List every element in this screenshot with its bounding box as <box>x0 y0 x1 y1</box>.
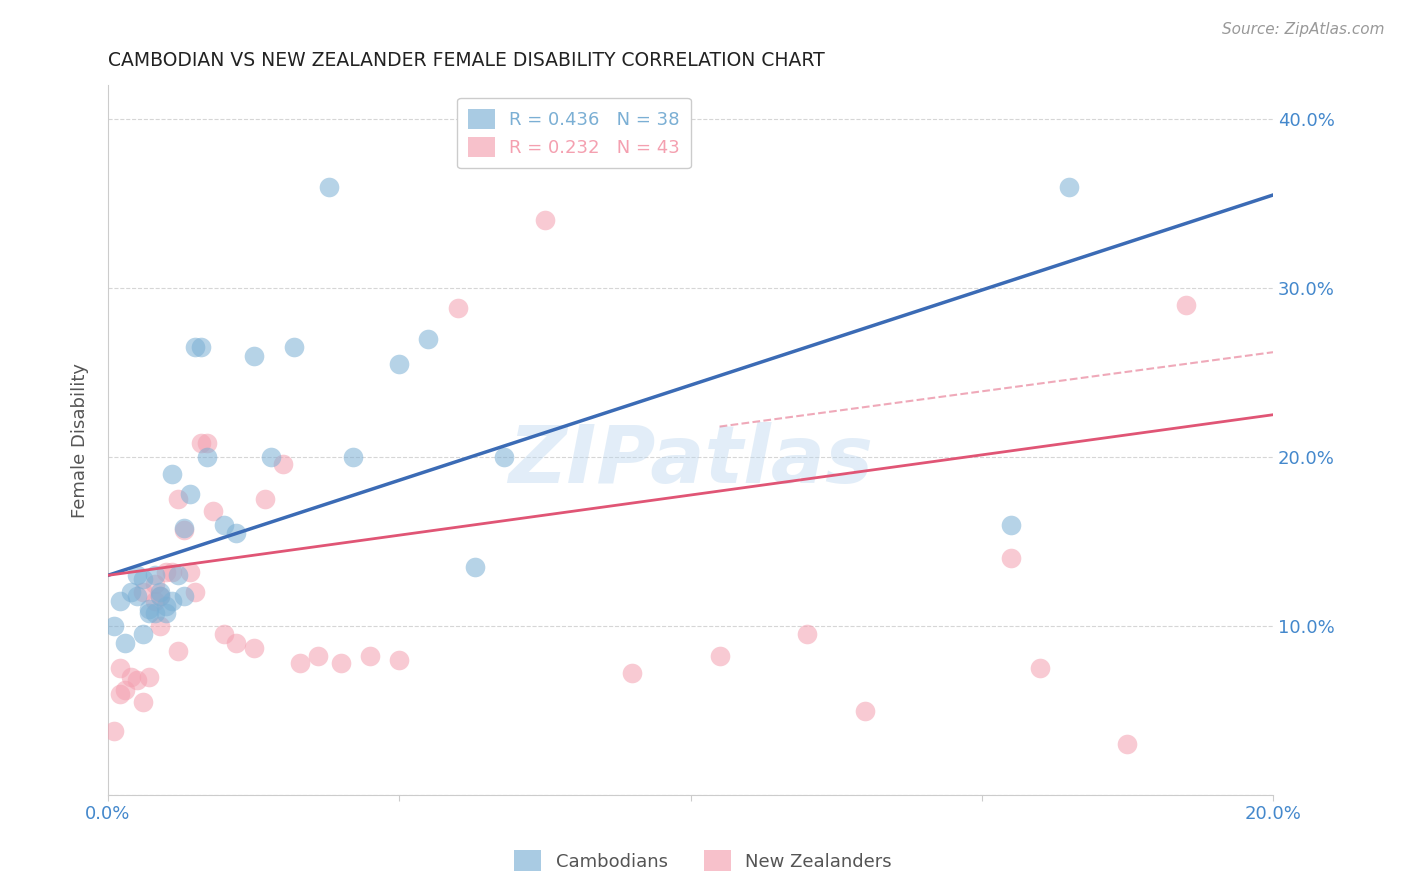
Point <box>195 450 218 464</box>
Point <box>534 213 557 227</box>
Point <box>138 670 160 684</box>
Point <box>1174 298 1197 312</box>
Point <box>290 657 312 671</box>
Point <box>167 568 190 582</box>
Point <box>149 589 172 603</box>
Legend: R = 0.436   N = 38, R = 0.232   N = 43: R = 0.436 N = 38, R = 0.232 N = 43 <box>457 98 690 169</box>
Point <box>132 695 155 709</box>
Point <box>138 602 160 616</box>
Point <box>330 657 353 671</box>
Point <box>1116 737 1139 751</box>
Point <box>307 649 329 664</box>
Point <box>796 627 818 641</box>
Text: CAMBODIAN VS NEW ZEALANDER FEMALE DISABILITY CORRELATION CHART: CAMBODIAN VS NEW ZEALANDER FEMALE DISABI… <box>108 51 825 70</box>
Point <box>114 636 136 650</box>
Point <box>464 560 486 574</box>
Point <box>103 619 125 633</box>
Point <box>621 666 644 681</box>
Point <box>138 606 160 620</box>
Point <box>127 589 149 603</box>
Point <box>167 644 190 658</box>
Point <box>127 568 149 582</box>
Point <box>108 661 131 675</box>
Point <box>179 565 201 579</box>
Point <box>214 517 236 532</box>
Point <box>225 526 247 541</box>
Point <box>184 585 207 599</box>
Point <box>108 593 131 607</box>
Point <box>132 627 155 641</box>
Point <box>359 649 381 664</box>
Point <box>155 606 177 620</box>
Point <box>120 670 142 684</box>
Point <box>143 576 166 591</box>
Point <box>853 704 876 718</box>
Point <box>242 349 264 363</box>
Point <box>143 606 166 620</box>
Point <box>160 593 183 607</box>
Point <box>418 332 440 346</box>
Point <box>143 568 166 582</box>
Point <box>179 487 201 501</box>
Point <box>1000 551 1022 566</box>
Point <box>103 723 125 738</box>
Point <box>132 585 155 599</box>
Point <box>160 565 183 579</box>
Point <box>388 357 411 371</box>
Point <box>283 340 305 354</box>
Point <box>254 492 277 507</box>
Point <box>318 179 340 194</box>
Point <box>1029 661 1052 675</box>
Point <box>149 619 172 633</box>
Point <box>388 653 411 667</box>
Point <box>173 589 195 603</box>
Point <box>709 649 731 664</box>
Point <box>242 640 264 655</box>
Text: Source: ZipAtlas.com: Source: ZipAtlas.com <box>1222 22 1385 37</box>
Point <box>149 585 172 599</box>
Point <box>108 687 131 701</box>
Point <box>114 683 136 698</box>
Y-axis label: Female Disability: Female Disability <box>72 362 89 517</box>
Point <box>160 467 183 481</box>
Point <box>173 521 195 535</box>
Text: ZIPatlas: ZIPatlas <box>508 423 873 500</box>
Point <box>120 585 142 599</box>
Point <box>1057 179 1080 194</box>
Point <box>127 673 149 687</box>
Point <box>225 636 247 650</box>
Point <box>201 504 224 518</box>
Point <box>190 436 212 450</box>
Point <box>494 450 516 464</box>
Point <box>132 572 155 586</box>
Point <box>342 450 364 464</box>
Point <box>149 589 172 603</box>
Point <box>184 340 207 354</box>
Point <box>214 627 236 641</box>
Point <box>190 340 212 354</box>
Point <box>1000 517 1022 532</box>
Legend: Cambodians, New Zealanders: Cambodians, New Zealanders <box>508 843 898 879</box>
Point <box>173 523 195 537</box>
Point <box>195 436 218 450</box>
Point <box>155 599 177 613</box>
Point <box>155 565 177 579</box>
Point <box>167 492 190 507</box>
Point <box>271 457 294 471</box>
Point <box>446 301 468 316</box>
Point <box>260 450 283 464</box>
Point <box>143 593 166 607</box>
